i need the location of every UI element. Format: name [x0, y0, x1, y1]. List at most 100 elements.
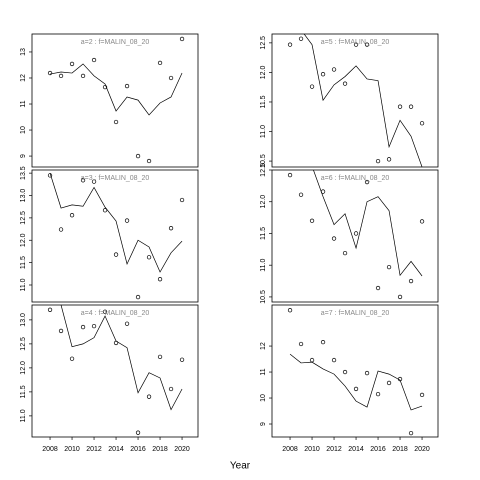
point — [47, 307, 53, 312]
point — [80, 324, 86, 330]
y-tick-label: 12 — [20, 74, 27, 82]
panel-title: a=5 : f=MALIN_08_20 — [321, 39, 390, 46]
point — [342, 369, 348, 375]
y-tick-label: 11.5 — [20, 256, 27, 269]
point — [113, 119, 119, 125]
x-tick-label: 2020 — [414, 446, 430, 453]
y-tick-label: 12.5 — [20, 211, 27, 225]
point — [331, 357, 337, 363]
fit-line — [289, 353, 423, 411]
point — [353, 386, 359, 392]
point — [397, 294, 403, 300]
point — [179, 36, 185, 42]
point — [91, 323, 97, 329]
plot-area — [47, 305, 185, 435]
point — [353, 42, 359, 47]
y-tick-label: 11.0 — [20, 278, 27, 291]
point — [353, 231, 359, 236]
point — [331, 236, 337, 241]
point — [320, 340, 326, 345]
x-tick-label: 2012 — [326, 446, 342, 453]
point — [157, 60, 163, 66]
y-tick-label: 11.5 — [260, 95, 267, 108]
point — [364, 370, 370, 376]
point — [102, 84, 108, 90]
point — [47, 70, 53, 76]
point — [113, 252, 119, 257]
point — [124, 321, 130, 326]
y-tick-label: 13.5 — [20, 166, 27, 180]
point — [157, 354, 163, 359]
x-tick-label: 2016 — [370, 446, 386, 453]
point — [408, 430, 414, 436]
point — [309, 84, 315, 89]
fit-line — [313, 170, 423, 277]
plot-area — [47, 36, 185, 164]
fit-line — [49, 63, 183, 116]
panel-frame — [31, 33, 199, 168]
panel-frame — [271, 169, 439, 303]
y-tick-label: 12.5 — [260, 36, 267, 50]
y-tick-label: 12.0 — [260, 195, 267, 209]
point — [375, 158, 381, 164]
y-tick-label: 10 — [260, 394, 267, 402]
x-axis-label: Year — [230, 461, 251, 472]
point — [91, 179, 97, 184]
panel-title: a=3 : f=MALIN_08_20 — [81, 175, 150, 182]
panel-title: a=2 : f=MALIN_08_20 — [81, 39, 150, 46]
point — [342, 81, 348, 86]
point — [298, 36, 304, 41]
point — [375, 285, 381, 291]
y-tick-label: 11 — [260, 368, 267, 375]
y-tick-label: 9 — [20, 154, 27, 158]
point — [287, 42, 293, 47]
y-tick-label: 12.0 — [260, 66, 267, 80]
point — [419, 392, 425, 398]
point — [287, 172, 293, 178]
y-tick-label: 11 — [20, 100, 27, 107]
point — [298, 341, 304, 347]
point — [419, 219, 425, 224]
panel-frame — [31, 169, 199, 303]
y-tick-label: 11.5 — [20, 385, 27, 398]
y-tick-label: 11.5 — [260, 227, 267, 240]
plot-area — [287, 170, 425, 300]
point — [309, 218, 315, 223]
point — [135, 294, 141, 300]
point — [331, 67, 337, 72]
point — [80, 178, 86, 183]
y-tick-label: 11.0 — [20, 409, 27, 422]
point — [179, 357, 185, 362]
point — [168, 226, 174, 231]
plot-area — [47, 173, 185, 300]
x-tick-label: 2016 — [130, 446, 146, 453]
point — [69, 356, 75, 361]
point — [58, 328, 64, 334]
panel-title: a=4 : f=MALIN_08_20 — [81, 310, 150, 317]
y-tick-label: 10 — [20, 126, 27, 134]
x-tick-label: 2010 — [304, 446, 320, 453]
y-tick-label: 12.0 — [20, 233, 27, 247]
y-tick-label: 12 — [260, 342, 267, 350]
panel-title: a=6 : f=MALIN_08_20 — [321, 175, 390, 182]
point — [124, 218, 130, 223]
point — [168, 75, 174, 81]
point — [179, 197, 185, 203]
point — [157, 277, 163, 282]
point — [102, 309, 108, 314]
point — [386, 264, 392, 270]
y-tick-label: 9 — [260, 422, 267, 426]
point — [124, 83, 130, 89]
point — [408, 278, 414, 284]
panel-frame — [31, 304, 199, 438]
fit-line — [303, 34, 423, 167]
point — [69, 61, 75, 67]
x-tick-label: 2014 — [108, 446, 124, 453]
point — [408, 104, 414, 109]
point — [146, 255, 152, 260]
panel-frame — [271, 304, 439, 438]
x-tick-label: 2018 — [152, 446, 168, 453]
point — [364, 42, 370, 47]
